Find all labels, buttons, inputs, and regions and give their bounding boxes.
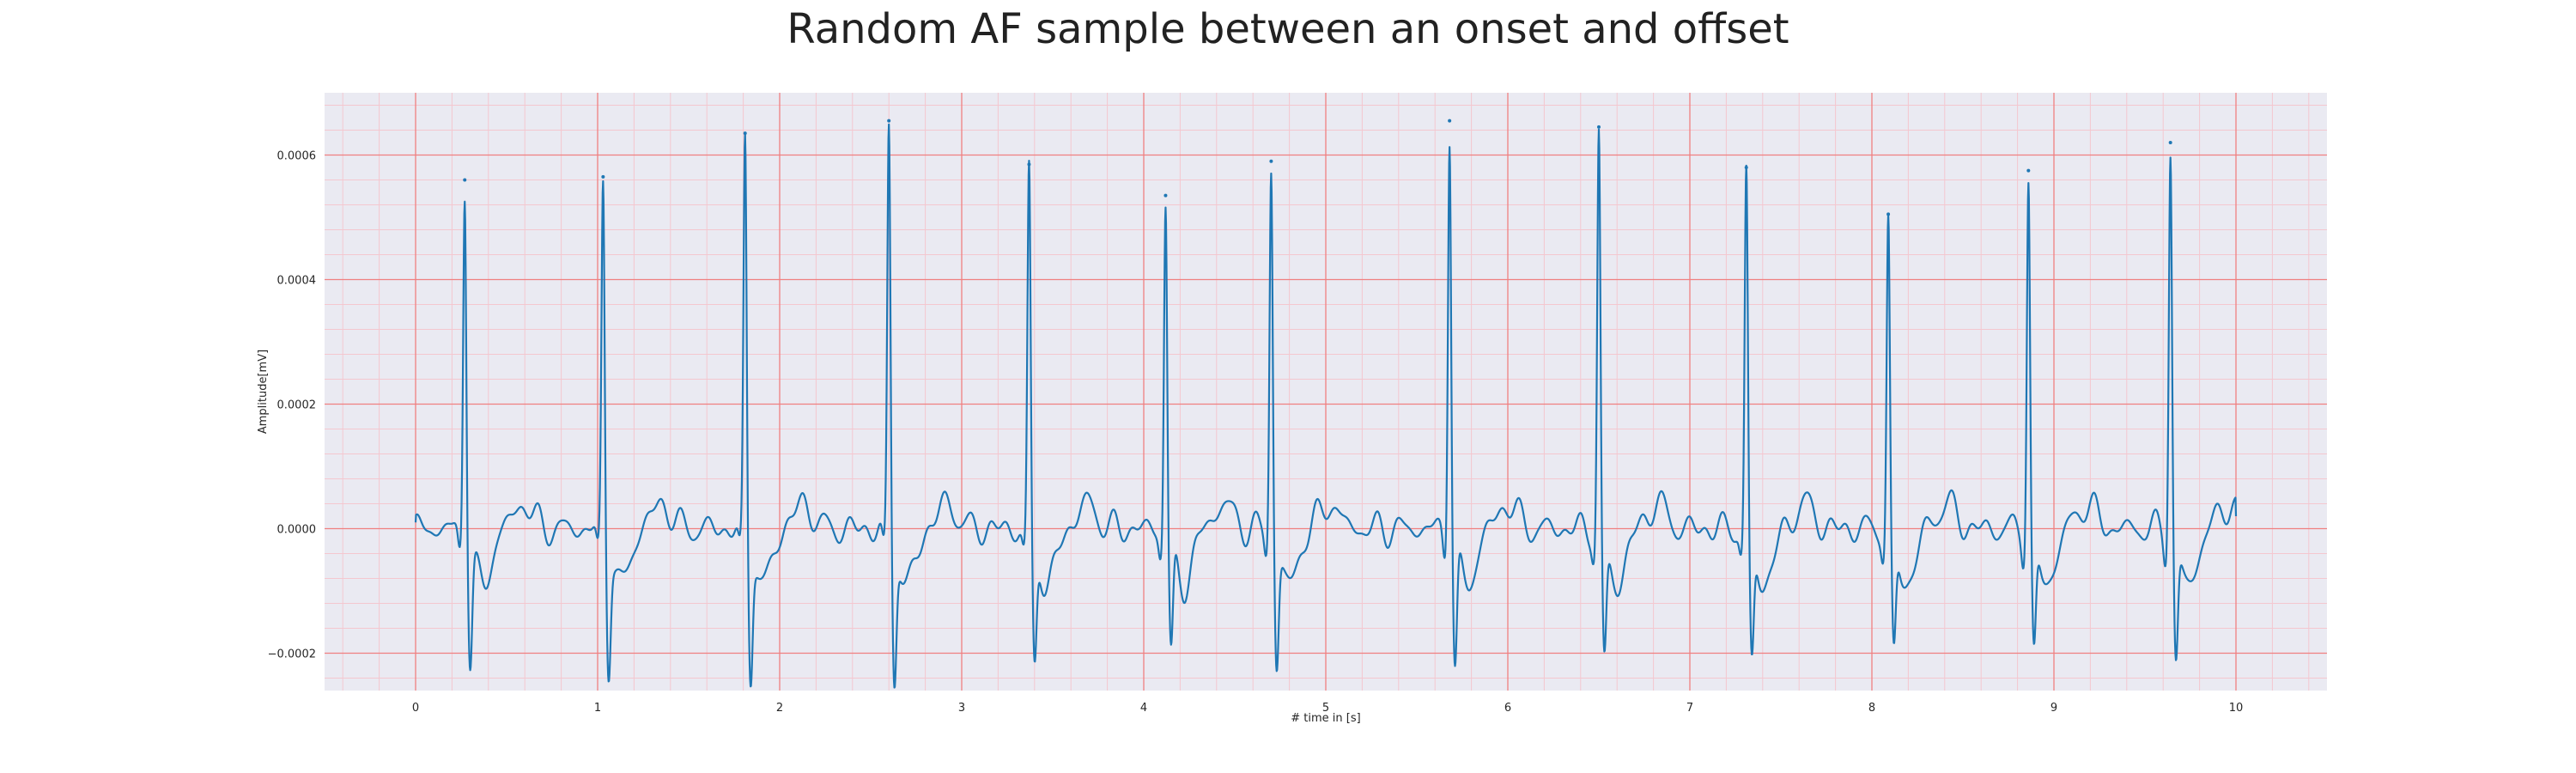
x-tick-label: 5 bbox=[1322, 702, 1329, 715]
x-tick-label: 0 bbox=[412, 702, 419, 715]
x-tick-label: 2 bbox=[776, 702, 783, 715]
x-tick-label: 9 bbox=[2050, 702, 2057, 715]
r-peak-point bbox=[1448, 119, 1452, 123]
r-peak-point bbox=[1269, 159, 1273, 163]
r-peak-point bbox=[1027, 162, 1031, 167]
r-peak-point bbox=[2168, 141, 2172, 144]
r-peak-point bbox=[463, 178, 467, 182]
r-peak-point bbox=[1597, 125, 1601, 129]
x-axis-ticks: 0 1 2 3 4 5 6 7 8 9 10 bbox=[412, 702, 2243, 715]
x-tick-label: 8 bbox=[1868, 702, 1875, 715]
x-tick-label: 1 bbox=[594, 702, 601, 715]
series-layer bbox=[414, 119, 2238, 689]
r-peak-point bbox=[1886, 212, 1891, 216]
r-peak-point bbox=[743, 131, 747, 136]
chart-title: Random AF sample between an onset and of… bbox=[787, 5, 1789, 53]
y-axis-ticks: −0.0002 0.0000 0.0002 0.0004 0.0006 bbox=[268, 150, 316, 661]
y-tick-label: 0.0004 bbox=[277, 275, 317, 288]
major-grid bbox=[325, 93, 2327, 691]
r-peak-point bbox=[601, 174, 605, 179]
r-peak-point bbox=[887, 119, 891, 123]
x-axis-label: # time in [s] bbox=[1291, 712, 1360, 725]
x-tick-label: 3 bbox=[958, 702, 965, 715]
x-tick-label: 4 bbox=[1140, 702, 1147, 715]
r-peak-point bbox=[1163, 193, 1168, 198]
x-tick-label: 7 bbox=[1686, 702, 1693, 715]
y-axis-label: Amplitude[mV] bbox=[257, 350, 270, 434]
y-tick-label: 0.0006 bbox=[277, 150, 317, 163]
ecg-series-line bbox=[414, 123, 2238, 689]
y-tick-label: 0.0002 bbox=[277, 399, 317, 412]
y-tick-label: 0.0000 bbox=[277, 524, 317, 537]
r-peak-point bbox=[2026, 168, 2031, 173]
x-tick-label: 6 bbox=[1504, 702, 1511, 715]
x-tick-label: 10 bbox=[2229, 702, 2244, 715]
r-peak-point bbox=[1744, 166, 1748, 169]
y-tick-label: −0.0002 bbox=[268, 648, 316, 661]
